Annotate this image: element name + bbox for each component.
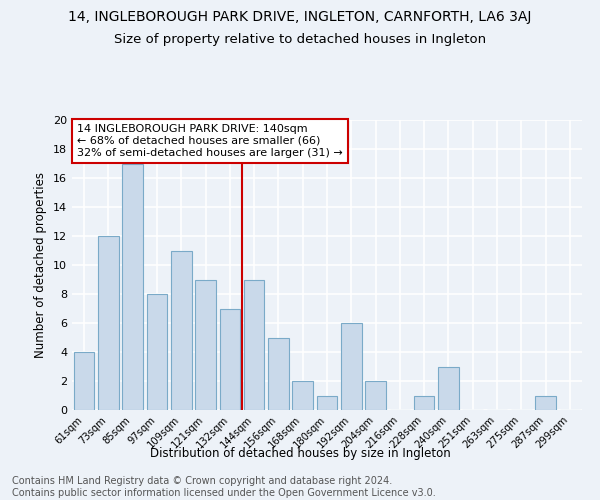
Bar <box>146 294 167 410</box>
Bar <box>244 280 265 410</box>
Bar <box>74 352 94 410</box>
Text: Distribution of detached houses by size in Ingleton: Distribution of detached houses by size … <box>149 448 451 460</box>
Bar <box>292 381 313 410</box>
Bar <box>414 396 434 410</box>
Text: 14 INGLEBOROUGH PARK DRIVE: 140sqm
← 68% of detached houses are smaller (66)
32%: 14 INGLEBOROUGH PARK DRIVE: 140sqm ← 68%… <box>77 124 343 158</box>
Y-axis label: Number of detached properties: Number of detached properties <box>34 172 47 358</box>
Bar <box>341 323 362 410</box>
Bar <box>220 308 240 410</box>
Bar <box>535 396 556 410</box>
Text: 14, INGLEBOROUGH PARK DRIVE, INGLETON, CARNFORTH, LA6 3AJ: 14, INGLEBOROUGH PARK DRIVE, INGLETON, C… <box>68 10 532 24</box>
Bar <box>195 280 216 410</box>
Bar <box>98 236 119 410</box>
Text: Size of property relative to detached houses in Ingleton: Size of property relative to detached ho… <box>114 32 486 46</box>
Bar <box>122 164 143 410</box>
Bar <box>171 250 191 410</box>
Bar <box>317 396 337 410</box>
Bar <box>365 381 386 410</box>
Bar <box>268 338 289 410</box>
Text: Contains HM Land Registry data © Crown copyright and database right 2024.
Contai: Contains HM Land Registry data © Crown c… <box>12 476 436 498</box>
Bar <box>438 366 459 410</box>
